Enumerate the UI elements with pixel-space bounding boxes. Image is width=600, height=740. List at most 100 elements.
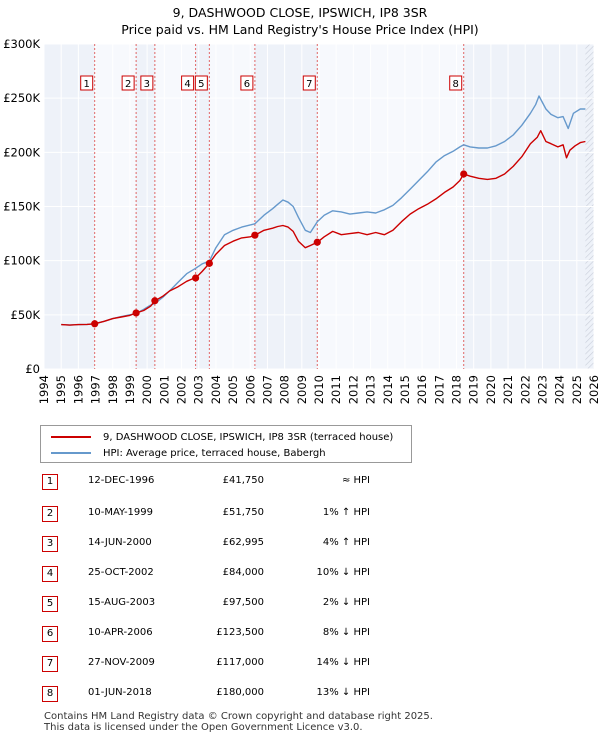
sale-number-badge: 8: [42, 686, 58, 702]
legend: 9, DASHWOOD CLOSE, IPSWICH, IP8 3SR (ter…: [40, 425, 412, 463]
y-tick-label: £250K: [3, 91, 40, 105]
sale-marker-number: 5: [198, 79, 204, 90]
sale-number-badge: 6: [42, 626, 58, 642]
sale-row-6: 6 10-APR-2006 £123,500 8% ↓ HPI: [42, 625, 462, 643]
sale-price: £123,500: [216, 627, 264, 638]
y-tick-label: £0: [25, 362, 40, 376]
x-tick-label: 2019: [467, 375, 481, 404]
sale-hpi-comparison: 8% ↓ HPI: [322, 627, 370, 638]
sale-marker-box: [194, 75, 208, 91]
sale-point: [132, 309, 140, 317]
sale-hpi-comparison: 2% ↓ HPI: [322, 597, 370, 608]
legend-item-property: 9, DASHWOOD CLOSE, IPSWICH, IP8 3SR (ter…: [51, 430, 393, 444]
sale-point: [205, 259, 213, 267]
chart-title: 9, DASHWOOD CLOSE, IPSWICH, IP8 3SR: [172, 5, 428, 20]
sale-marker-box: [140, 75, 154, 91]
x-tick-label: 2007: [260, 375, 274, 404]
x-tick-label: 2022: [518, 375, 532, 404]
legend-swatch-hpi: [51, 452, 91, 454]
x-tick-label: 1997: [89, 375, 103, 404]
x-tick-label: 1996: [71, 375, 85, 404]
sale-number-badge: 2: [42, 506, 58, 522]
x-tick-label: 2003: [192, 375, 206, 404]
sale-row-2: 2 10-MAY-1999 £51,750 1% ↑ HPI: [42, 505, 462, 523]
x-tick-label: 2004: [209, 375, 223, 404]
sale-marker-number: 1: [84, 79, 90, 90]
sale-date: 27-NOV-2009: [88, 657, 155, 668]
sale-marker-box: [449, 75, 463, 91]
x-tick-label: 2018: [450, 375, 464, 404]
y-tick-label: £100K: [3, 254, 40, 268]
x-tick-label: 2006: [243, 375, 257, 404]
legend-item-hpi: HPI: Average price, terraced house, Babe…: [51, 446, 326, 460]
legend-swatch-property: [51, 436, 91, 438]
x-tick-label: 1998: [106, 375, 120, 404]
sale-point: [151, 297, 159, 305]
sale-price: £41,750: [222, 475, 264, 486]
sale-date: 15-AUG-2003: [88, 597, 156, 608]
x-tick-label: 2002: [175, 375, 189, 404]
sale-price: £117,000: [216, 657, 264, 668]
x-tick-label: 2005: [226, 375, 240, 404]
x-tick-label: 2023: [535, 375, 549, 404]
sale-date: 12-DEC-1996: [88, 475, 155, 486]
x-tick-label: 2020: [484, 375, 498, 404]
chart-title-block: 9, DASHWOOD CLOSE, IPSWICH, IP8 3SR Pric…: [0, 4, 600, 38]
sale-row-4: 4 25-OCT-2002 £84,000 10% ↓ HPI: [42, 565, 462, 583]
sale-hpi-comparison: ≈ HPI: [341, 475, 370, 486]
sale-hpi-comparison: 10% ↓ HPI: [316, 567, 370, 578]
sale-point: [191, 274, 200, 282]
sale-marker-box: [302, 75, 316, 91]
x-tick-label: 1994: [37, 375, 51, 404]
x-tick-label: 2012: [346, 375, 360, 404]
x-tick-label: 2024: [553, 375, 567, 404]
sale-date: 01-JUN-2018: [88, 687, 152, 698]
sale-marker-box: [181, 75, 195, 91]
sale-marker-number: 3: [144, 79, 150, 90]
x-tick-label: 1999: [123, 375, 137, 404]
sale-hpi-comparison: 14% ↓ HPI: [316, 657, 370, 668]
x-tick-label: 2001: [157, 375, 171, 404]
x-tick-label: 2013: [364, 375, 378, 404]
sale-number-badge: 5: [42, 596, 58, 612]
x-tick-label: 2000: [140, 375, 154, 404]
footer-licence: This data is licensed under the Open Gov…: [44, 722, 363, 733]
sale-marker-box: [80, 75, 94, 91]
sale-marker-number: 7: [306, 79, 312, 90]
sale-marker-box: [121, 75, 135, 91]
sale-price: £84,000: [222, 567, 264, 578]
chart-subtitle: Price paid vs. HM Land Registry's House …: [121, 22, 479, 37]
legend-label-property: 9, DASHWOOD CLOSE, IPSWICH, IP8 3SR (ter…: [103, 431, 394, 443]
sale-date: 14-JUN-2000: [88, 537, 152, 548]
sale-price: £62,995: [222, 537, 264, 548]
sale-number-badge: 1: [42, 474, 58, 490]
sale-marker-number: 2: [125, 79, 131, 90]
sale-row-5: 5 15-AUG-2003 £97,500 2% ↓ HPI: [42, 595, 462, 613]
sale-number-badge: 7: [42, 656, 58, 672]
y-tick-label: £150K: [3, 200, 40, 214]
sale-price: £180,000: [216, 687, 264, 698]
sale-hpi-comparison: 1% ↑ HPI: [322, 507, 370, 518]
x-tick-label: 2009: [295, 375, 309, 404]
x-tick-label: 2010: [312, 375, 326, 404]
x-tick-label: 2014: [381, 375, 395, 404]
sale-marker-number: 6: [244, 79, 250, 90]
x-tick-label: 2015: [398, 375, 412, 404]
sale-row-8: 8 01-JUN-2018 £180,000 13% ↓ HPI: [42, 685, 462, 703]
sale-row-1: 1 12-DEC-1996 £41,750 ≈ HPI: [42, 473, 462, 491]
sale-point: [313, 238, 321, 246]
sale-marker-box: [240, 75, 254, 91]
x-tick-label: 2026: [587, 375, 600, 404]
x-tick-label: 1995: [54, 375, 68, 404]
sale-row-7: 7 27-NOV-2009 £117,000 14% ↓ HPI: [42, 655, 462, 673]
sale-price: £97,500: [222, 597, 264, 608]
x-tick-label: 2008: [278, 375, 292, 404]
x-tick-label: 2016: [415, 375, 429, 404]
sale-date: 25-OCT-2002: [88, 567, 154, 578]
y-tick-label: £300K: [3, 37, 40, 51]
sale-point: [460, 170, 468, 178]
sale-hpi-comparison: 4% ↑ HPI: [322, 537, 370, 548]
sale-hpi-comparison: 13% ↓ HPI: [316, 687, 370, 698]
x-tick-label: 2011: [329, 375, 343, 404]
